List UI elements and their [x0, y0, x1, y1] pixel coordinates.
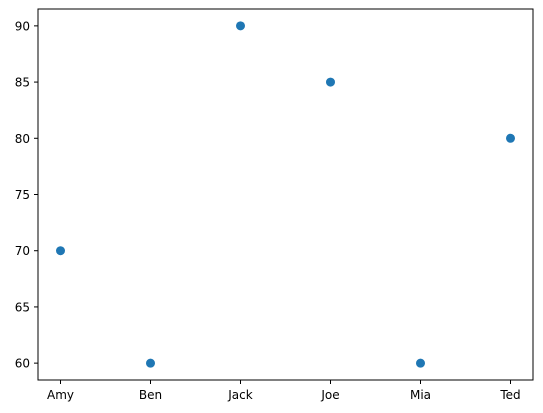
- y-tick-label: 80: [15, 132, 30, 146]
- x-tick-label: Ted: [499, 388, 520, 402]
- y-tick-label: 85: [15, 76, 30, 90]
- y-tick-label: 70: [15, 244, 30, 258]
- y-tick-label: 65: [15, 300, 30, 314]
- y-tick-label: 60: [15, 357, 30, 371]
- data-point-mia: [416, 358, 425, 368]
- x-axis: Amy Ben Jack Joe Mia Ted: [47, 380, 521, 402]
- plot-area: [37, 8, 534, 381]
- x-tick-label: Ben: [139, 388, 162, 402]
- x-tick-label: Amy: [47, 388, 74, 402]
- data-point-amy: [56, 246, 65, 256]
- y-tick-label: 90: [15, 19, 30, 33]
- data-point-ted: [506, 133, 515, 143]
- x-tick-label: Jack: [227, 388, 252, 402]
- x-tick-label: Mia: [410, 388, 431, 402]
- data-point-jack: [236, 21, 245, 31]
- y-axis: 60 65 70 75 80 85 90: [15, 19, 38, 371]
- plot-frame: [37, 8, 534, 381]
- y-tick-label: 75: [15, 188, 30, 202]
- data-points: [56, 21, 515, 368]
- x-tick-label: Joe: [320, 388, 339, 402]
- data-point-ben: [146, 358, 155, 368]
- data-point-joe: [326, 77, 335, 87]
